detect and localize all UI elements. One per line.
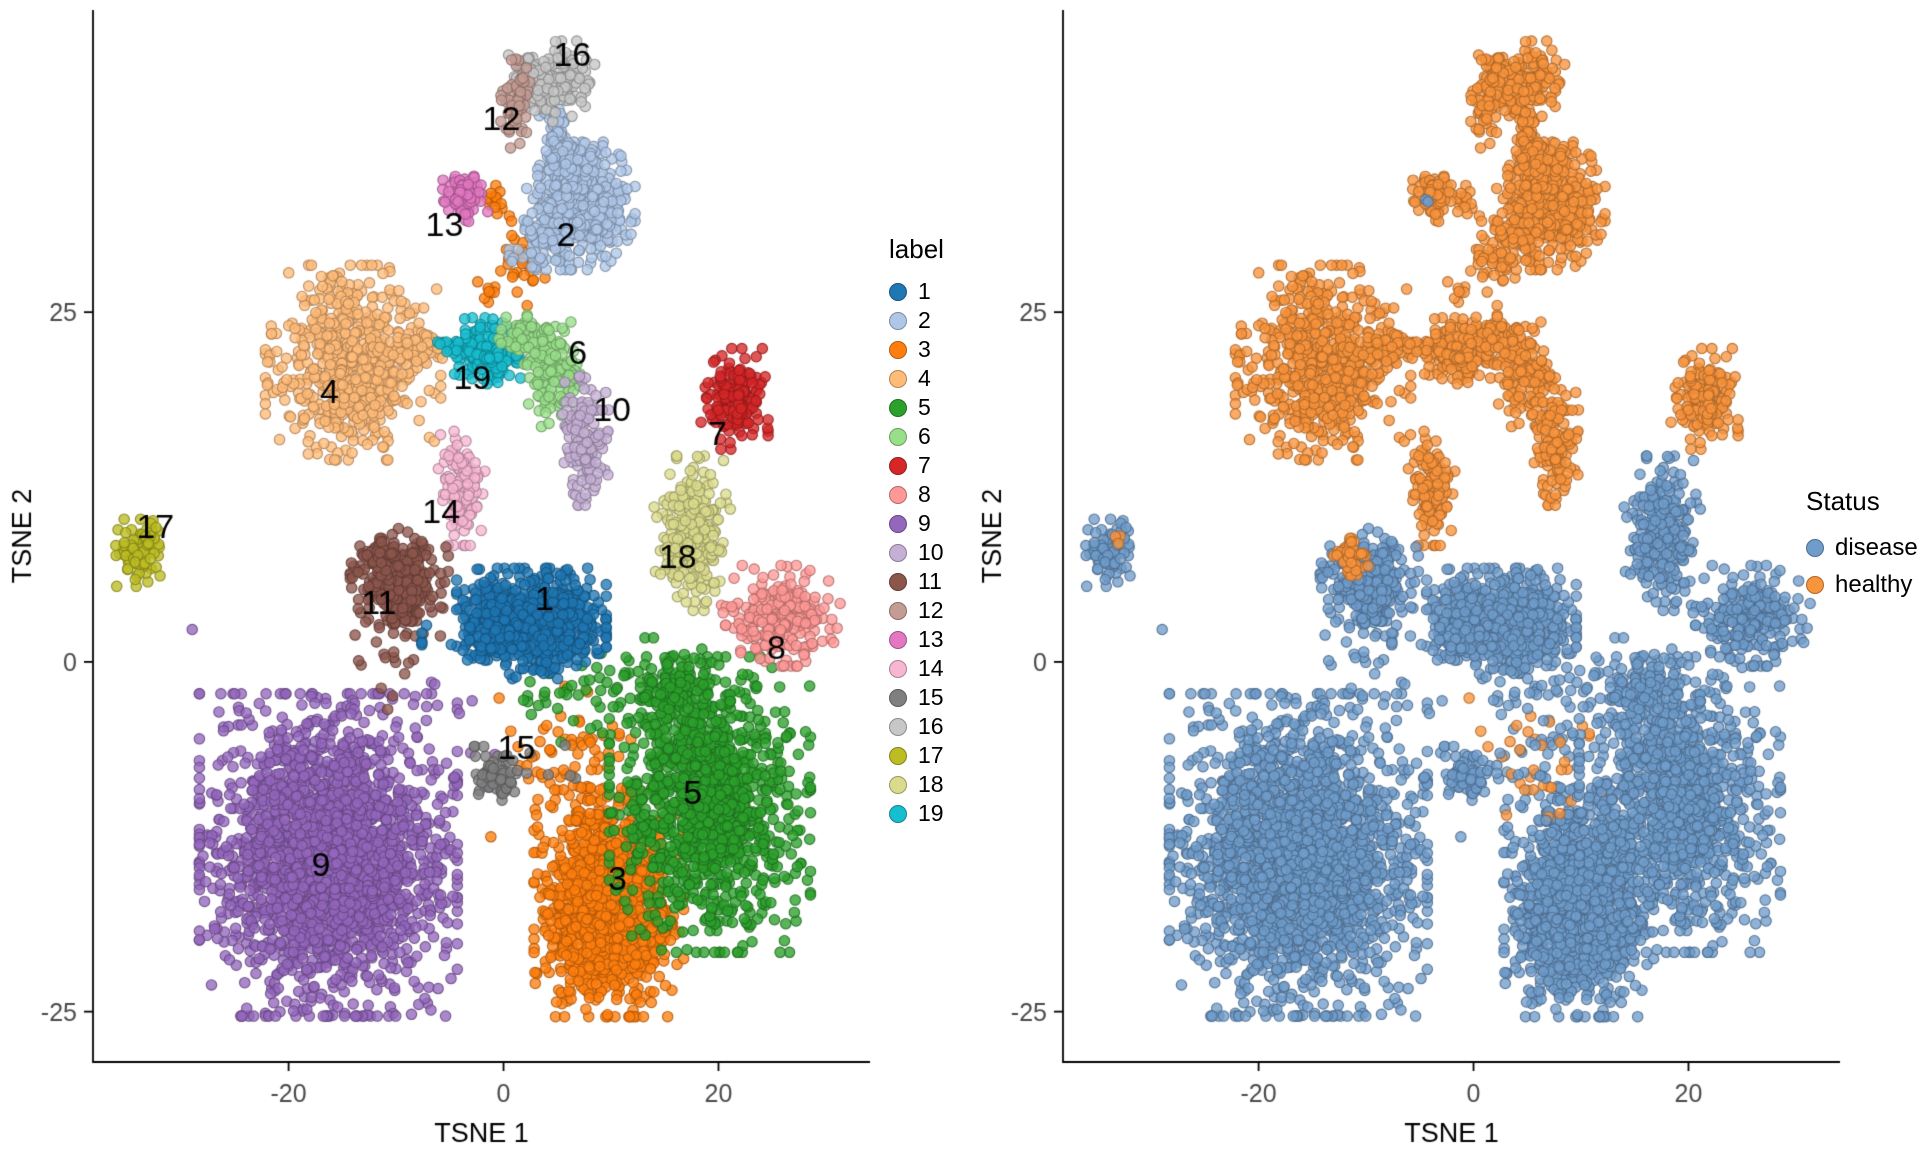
legend-color-dot-icon: [889, 543, 907, 562]
legend-item-6: 6: [889, 422, 944, 451]
legend-item-3: 3: [889, 335, 944, 364]
legend-color-dot-icon: [889, 340, 907, 359]
status-legend: Status disease healthy: [1806, 486, 1918, 603]
legend-item-label: 18: [918, 771, 944, 797]
legend-color-dot-icon: [889, 485, 907, 504]
legend-color-dot-icon: [889, 427, 907, 446]
legend-color-dot-icon: [1806, 538, 1824, 557]
legend-color-dot-icon: [889, 775, 907, 794]
legend-item-4: 4: [889, 364, 944, 393]
legend-item-label: 11: [918, 568, 942, 594]
legend-color-dot-icon: [889, 311, 907, 330]
status-legend-items: disease healthy: [1806, 529, 1918, 603]
legend-color-dot-icon: [889, 398, 907, 417]
legend-item-label: 3: [918, 336, 931, 362]
legend-color-dot-icon: [889, 456, 907, 475]
legend-color-dot-icon: [889, 369, 907, 388]
legend-item-label: disease: [1835, 533, 1918, 561]
legend-item-label: 1: [918, 278, 931, 304]
legend-item-label: healthy: [1835, 570, 1913, 598]
legend-item-label: 15: [918, 684, 944, 710]
status-legend-title: Status: [1806, 486, 1880, 516]
cluster-legend-title: label: [889, 234, 944, 264]
legend-color-dot-icon: [889, 630, 907, 649]
legend-item-label: 8: [918, 481, 931, 507]
legend-item-17: 17: [889, 741, 944, 770]
legend-color-dot-icon: [889, 282, 907, 301]
legend-item-healthy: healthy: [1806, 566, 1918, 603]
legend-item-7: 7: [889, 451, 944, 480]
legend-item-label: 2: [918, 307, 931, 333]
legend-item-1: 1: [889, 277, 944, 306]
legend-color-dot-icon: [889, 746, 907, 765]
legend-item-5: 5: [889, 393, 944, 422]
legend-item-9: 9: [889, 509, 944, 538]
legend-item-14: 14: [889, 654, 944, 683]
legend-item-label: 19: [918, 800, 944, 826]
legend-item-label: 17: [918, 742, 944, 768]
legend-item-2: 2: [889, 306, 944, 335]
legend-color-dot-icon: [889, 659, 907, 678]
legend-item-label: 6: [918, 423, 931, 449]
legend-color-dot-icon: [889, 717, 907, 736]
legend-color-dot-icon: [889, 688, 907, 707]
legend-item-label: 4: [918, 365, 931, 391]
legend-item-label: 7: [918, 452, 931, 478]
cluster-legend-items: 1 2 3 4 5 6 7 8 9 10 11 12 13 14 15 16 17 18 19: [889, 277, 944, 828]
legend-color-dot-icon: [1806, 575, 1824, 594]
legend-item-11: 11: [889, 567, 944, 596]
legend-item-12: 12: [889, 596, 944, 625]
legend-item-15: 15: [889, 683, 944, 712]
legend-item-16: 16: [889, 712, 944, 741]
legend-item-label: 13: [918, 626, 944, 652]
cluster-legend: label 1 2 3 4 5 6 7 8 9 10 11 12 13 14 15 16 17 18 19: [889, 234, 944, 828]
legend-color-dot-icon: [889, 572, 907, 591]
legend-item-label: 5: [918, 394, 931, 420]
legend-item-10: 10: [889, 538, 944, 567]
legend-item-disease: disease: [1806, 529, 1918, 566]
legend-color-dot-icon: [889, 514, 907, 533]
legend-item-8: 8: [889, 480, 944, 509]
legend-color-dot-icon: [889, 804, 907, 823]
legend-item-label: 10: [918, 539, 944, 565]
legend-item-label: 9: [918, 510, 931, 536]
legend-item-label: 16: [918, 713, 944, 739]
legend-item-label: 14: [918, 655, 944, 681]
legend-color-dot-icon: [889, 601, 907, 620]
legend-item-label: 12: [918, 597, 944, 623]
legend-item-13: 13: [889, 625, 944, 654]
legend-item-19: 19: [889, 799, 944, 828]
legend-item-18: 18: [889, 770, 944, 799]
